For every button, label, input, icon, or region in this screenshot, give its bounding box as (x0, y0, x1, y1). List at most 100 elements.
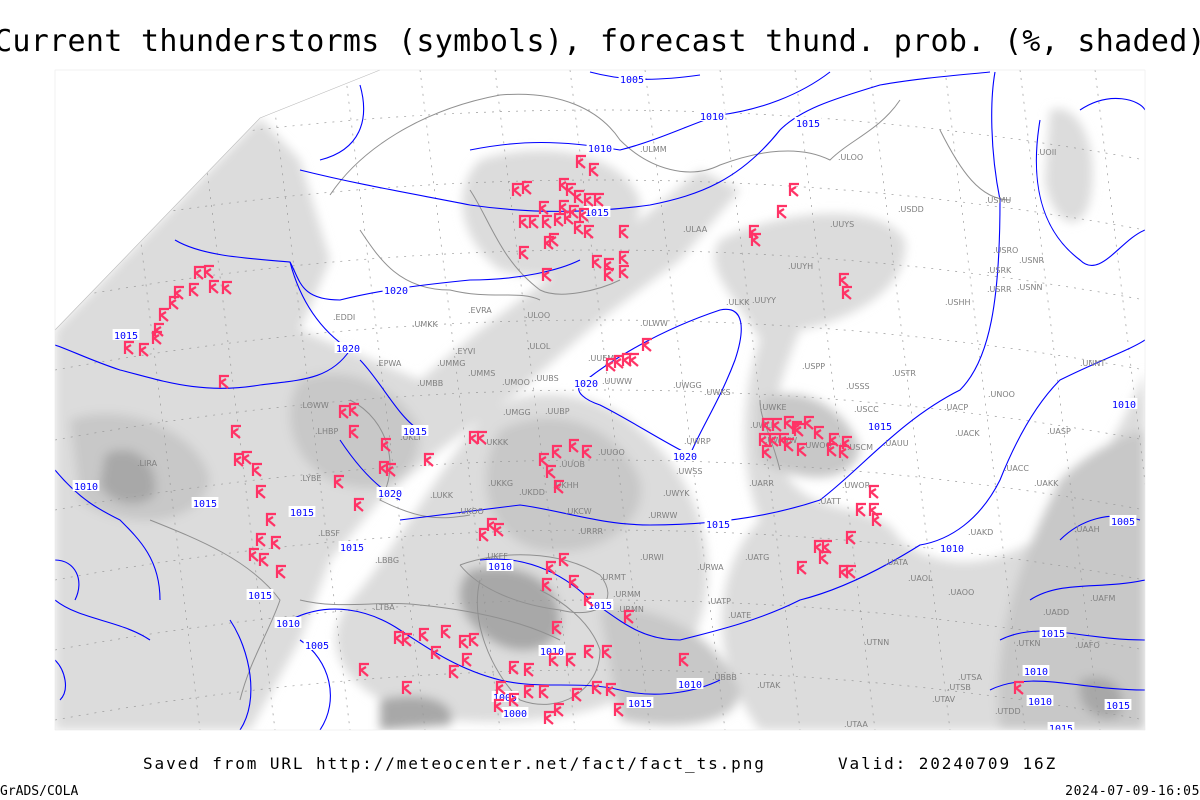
coastline (149, 519, 281, 701)
station-label: .UUEM (588, 354, 614, 363)
software-credit: GrADS/COLA (0, 784, 79, 799)
isobar-line (319, 71, 831, 161)
thunderstorm-symbol-icon (796, 560, 807, 575)
thunderstorm-symbol-icon (573, 189, 584, 204)
coastline (469, 189, 621, 295)
station-label: .UWOO (803, 441, 832, 450)
station-label: .UUYY (752, 296, 776, 305)
thunderstorm-symbol-icon (518, 214, 529, 229)
station-label: .ULMM (640, 145, 667, 154)
station-label: .UTAV (932, 695, 956, 704)
isobar-label-bg (501, 707, 529, 718)
isobar-label-bg (586, 142, 614, 153)
station-label: .UBBB (712, 673, 737, 682)
thunderstorm-symbol-icon (151, 330, 162, 345)
thunderstorm-symbol-icon (478, 527, 489, 542)
thunderstorm-symbol-icon (568, 574, 579, 589)
isobar-label: 1005 (620, 75, 644, 86)
station-label: .URWA (697, 563, 724, 572)
thunderstorm-symbol-icon (168, 295, 179, 310)
thunderstorm-symbol-icon (493, 522, 504, 537)
thunderstorm-symbol-icon (221, 280, 232, 295)
thunderstorm-symbol-icon (618, 264, 629, 279)
station-label: .URWI (640, 553, 664, 562)
isobar-label: 1010 (488, 562, 512, 573)
thunderstorm-symbol-icon (541, 267, 552, 282)
isobar-label: 1015 (796, 119, 820, 130)
thunderstorm-symbol-icon (603, 267, 614, 282)
station-label: .USCC (854, 405, 879, 414)
thunderstorm-symbol-icon (548, 652, 559, 667)
isobar-label: 1015 (868, 422, 892, 433)
thunderstorm-symbol-icon (430, 645, 441, 660)
station-label: .LTBA (373, 603, 395, 612)
thunderstorm-symbol-icon (565, 182, 576, 197)
isobar-label: 1010 (1112, 400, 1136, 411)
thunderstorm-symbol-icon (591, 254, 602, 269)
coastline (329, 93, 901, 196)
station-label: .UMMG (437, 359, 465, 368)
probability-area (485, 418, 642, 552)
station-label: .UATA (885, 558, 909, 567)
isobar-label-bg (1039, 627, 1067, 638)
station-label: .USPP (802, 362, 825, 371)
thunderstorm-symbol-icon (203, 264, 214, 279)
isobar-label-bg (1022, 665, 1050, 676)
station-label: .UUWW (602, 377, 632, 386)
thunderstorm-symbol-icon (768, 432, 779, 447)
thunderstorm-symbol-icon (613, 354, 624, 369)
isobar-line (55, 559, 80, 701)
thunderstorm-symbol-icon (605, 357, 616, 372)
thunderstorm-symbol-icon (605, 682, 616, 697)
station-label: .URMN (617, 605, 644, 614)
thunderstorm-symbol-icon (476, 430, 487, 445)
thunderstorm-symbol-icon (270, 535, 281, 550)
thunderstorm-symbol-icon (541, 577, 552, 592)
isobar-label: 1005 (493, 693, 517, 704)
station-label: .UTSB (947, 683, 971, 692)
isobar-label: 1015 (248, 591, 272, 602)
isobar-label: 1010 (1024, 667, 1048, 678)
thunderstorm-symbol-icon (558, 552, 569, 567)
thunderstorm-symbol-icon (783, 415, 794, 430)
thunderstorm-symbol-icon (841, 285, 852, 300)
thunderstorm-symbol-icon (255, 532, 266, 547)
thunderstorm-symbol-icon (826, 442, 837, 457)
station-label: .UAAH (1074, 525, 1100, 534)
station-label: .UATE (728, 611, 751, 620)
station-label: .UADD (1043, 608, 1069, 617)
station-label: .EVRA (468, 306, 492, 315)
thunderstorm-symbol-icon (230, 424, 241, 439)
thunderstorm-symbol-icon (545, 464, 556, 479)
isobar-label-bg (303, 639, 331, 650)
thunderstorm-symbol-icon (468, 430, 479, 445)
thunderstorm-symbol-icon (348, 424, 359, 439)
thunderstorm-symbol-icon (468, 632, 479, 647)
thunderstorm-symbol-icon (188, 282, 199, 297)
isobar-line (299, 71, 991, 212)
thunderstorm-symbol-icon (461, 652, 472, 667)
isobar-label-bg (491, 691, 519, 702)
station-label: .UUBP (545, 407, 570, 416)
isobar-label: 1015 (290, 508, 314, 519)
isobar-line (989, 515, 1145, 691)
thunderstorm-symbol-icon (528, 214, 539, 229)
station-label: .URMT (600, 573, 626, 582)
thunderstorm-symbol-icon (583, 592, 594, 607)
station-label: .UKHH (553, 481, 579, 490)
isobar-label: 1010 (588, 144, 612, 155)
station-label: .UUOB (559, 460, 585, 469)
thunderstorm-symbol-icon (813, 425, 824, 440)
thunderstorm-symbol-icon (448, 664, 459, 679)
isobar-label: 1010 (1028, 697, 1052, 708)
isobar-label-bg (246, 589, 274, 600)
station-label: .UTKN (1016, 639, 1041, 648)
station-label: .UWSS (676, 467, 702, 476)
thunderstorm-symbol-icon (158, 307, 169, 322)
probability-shading (55, 108, 1145, 730)
station-label: .URRR (578, 527, 604, 536)
isobar-label-bg (618, 73, 646, 84)
isobar-label-bg (671, 450, 699, 461)
probability-area (100, 449, 156, 504)
station-label: .UNOO (988, 390, 1015, 399)
